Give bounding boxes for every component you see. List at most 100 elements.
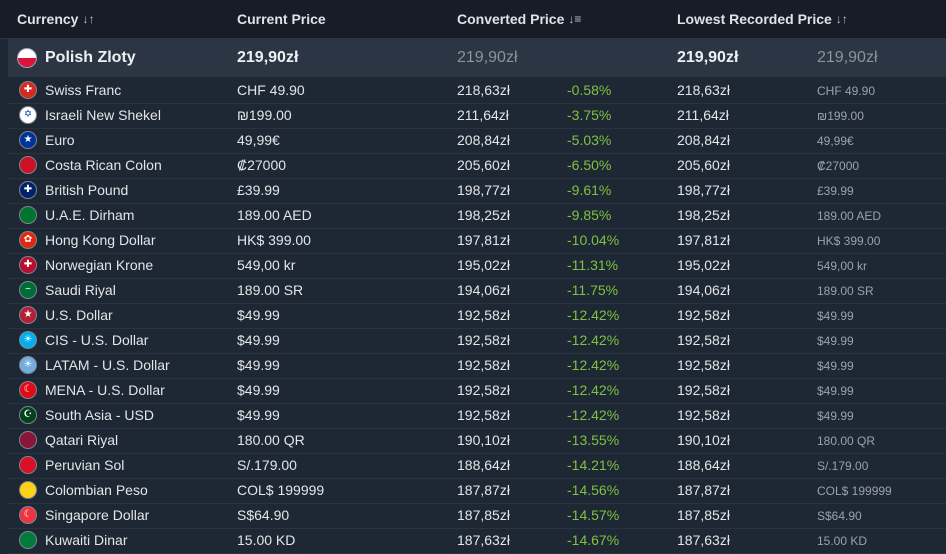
lowest-original-price: COL$ 199999 — [817, 484, 892, 498]
flag-icon: ★ — [19, 306, 37, 324]
lowest-price: 205,60zł — [677, 157, 730, 173]
converted-price: 188,64zł — [457, 457, 510, 473]
price-difference: -11.75% — [567, 282, 619, 298]
table-row[interactable]: Kuwaiti Dinar 15.00 KD 187,63zł -14.67% 187,… — [8, 528, 946, 554]
lowest-price: 208,84zł — [677, 132, 730, 148]
table-row[interactable]: ✿ Hong Kong Dollar HK$ 399.00 197,81zł -10.0… — [8, 228, 946, 254]
table-row[interactable]: ✚ Swiss Franc CHF 49.90 218,63zł -0.58% 218,6… — [8, 78, 946, 104]
converted-price: 198,25zł — [457, 207, 510, 223]
lowest-original-price: S$64.90 — [817, 509, 862, 523]
currency-name: Costa Rican Colon — [45, 157, 162, 173]
flag-icon — [19, 431, 37, 449]
lowest-price: 187,87zł — [677, 482, 730, 498]
header-lowest-recorded-label: Lowest Recorded Price — [677, 11, 832, 27]
flag-icon: ★ — [19, 131, 37, 149]
converted-price: 211,64zł — [457, 107, 509, 123]
flag-icon: ✿ — [19, 231, 37, 249]
lowest-price: 198,25zł — [677, 207, 730, 223]
converted-price: 205,60zł — [457, 157, 510, 173]
header-currency[interactable]: Currency ↓↑ — [17, 11, 94, 27]
currency-name: Qatari Riyal — [45, 432, 119, 448]
converted-price: 192,58zł — [457, 357, 510, 373]
price-difference: -10.04% — [567, 232, 620, 248]
currency-name: South Asia - USD — [45, 407, 154, 423]
featured-current-price: 219,90zł — [237, 49, 299, 66]
flag-icon: ~ — [19, 281, 37, 299]
lowest-original-price: $49.99 — [817, 359, 854, 373]
table-row[interactable]: Qatari Riyal 180.00 QR 190,10zł -13.55% 190,… — [8, 428, 946, 454]
sort-icon[interactable]: ↓↑ — [835, 12, 848, 26]
currency-name: CIS - U.S. Dollar — [45, 332, 149, 348]
converted-price: 190,10zł — [457, 432, 510, 448]
lowest-original-price: $49.99 — [817, 334, 854, 348]
currency-name: Hong Kong Dollar — [45, 232, 156, 248]
poland-flag-icon — [17, 48, 37, 68]
lowest-original-price: 549,00 kr — [817, 259, 868, 273]
currency-name: Colombian Peso — [45, 482, 148, 498]
price-difference: -9.61% — [567, 182, 612, 198]
table-row[interactable]: ✚ British Pound £39.99 198,77zł -9.61% 198,77… — [8, 178, 946, 204]
current-price: ₡27000 — [237, 157, 287, 173]
current-price: 549,00 kr — [237, 257, 296, 273]
header-converted-price-label: Converted Price — [457, 11, 565, 27]
lowest-price: 192,58zł — [677, 382, 730, 398]
converted-price: 194,06zł — [457, 282, 510, 298]
table-row[interactable]: ☀ CIS - U.S. Dollar $49.99 192,58zł -12.42% 1… — [8, 328, 946, 354]
table-row[interactable]: ~ Saudi Riyal 189.00 SR 194,06zł -11.75% 194,… — [8, 278, 946, 304]
table-row[interactable]: ☪ South Asia - USD $49.99 192,58zł -12.42% 19… — [8, 403, 946, 429]
currency-name: Singapore Dollar — [45, 507, 150, 523]
header-current-price-label: Current Price — [237, 11, 326, 27]
converted-price: 187,87zł — [457, 482, 510, 498]
currency-name: Saudi Riyal — [45, 282, 116, 298]
flag-icon: ☪ — [19, 406, 37, 424]
header-lowest-recorded[interactable]: Lowest Recorded Price ↓↑ — [677, 11, 848, 27]
price-difference: -12.42% — [567, 307, 620, 323]
table-row[interactable]: Colombian Peso COL$ 199999 187,87zł -14.56%… — [8, 478, 946, 504]
current-price: $49.99 — [237, 382, 280, 398]
converted-price: 187,85zł — [457, 507, 510, 523]
table-row[interactable]: ✡ Israeli New Shekel ₪199.00 211,64zł -3.75%… — [8, 103, 946, 129]
lowest-price: 187,63zł — [677, 532, 730, 548]
lowest-original-price: 189.00 SR — [817, 284, 874, 298]
current-price: 15.00 KD — [237, 532, 296, 548]
table-row[interactable]: ☾ MENA - U.S. Dollar $49.99 192,58zł -12.42%… — [8, 378, 946, 404]
lowest-original-price: HK$ 399.00 — [817, 234, 881, 248]
converted-price: 197,81zł — [457, 232, 510, 248]
header-converted-price[interactable]: Converted Price ↓≡ — [457, 11, 581, 27]
currency-name: U.S. Dollar — [45, 307, 113, 323]
table-row[interactable]: U.A.E. Dirham 189.00 AED 198,25zł -9.85% 198… — [8, 203, 946, 229]
converted-price: 208,84zł — [457, 132, 510, 148]
table-row[interactable]: ☾ Singapore Dollar S$64.90 187,85zł -14.57% 1… — [8, 503, 946, 529]
sort-icon[interactable]: ↓↑ — [82, 12, 95, 26]
flag-icon — [19, 206, 37, 224]
sort-descending-icon[interactable]: ↓≡ — [568, 12, 582, 26]
table-row[interactable]: ☀ LATAM - U.S. Dollar $49.99 192,58zł -12.42… — [8, 353, 946, 379]
lowest-original-price: 15.00 KD — [817, 534, 868, 548]
price-difference: -14.57% — [567, 507, 620, 523]
table-row[interactable]: ★ U.S. Dollar $49.99 192,58zł -12.42% 192,58z… — [8, 303, 946, 329]
table-row[interactable]: Peruvian Sol S/.179.00 188,64zł -14.21% 188,… — [8, 453, 946, 479]
price-difference: -9.85% — [567, 207, 612, 223]
table-row[interactable]: ✚ Norwegian Krone 549,00 kr 195,02zł -11.31%… — [8, 253, 946, 279]
flag-icon — [19, 481, 37, 499]
featured-row[interactable]: Polish Zloty 219,90zł 219,90zł 219,90zł … — [8, 39, 946, 77]
currency-name: MENA - U.S. Dollar — [45, 382, 165, 398]
table-row[interactable]: Costa Rican Colon ₡27000 205,60zł -6.50% 205… — [8, 153, 946, 179]
current-price: 189.00 SR — [237, 282, 304, 298]
flag-icon: ✡ — [19, 106, 37, 124]
price-difference: -12.42% — [567, 332, 620, 348]
flag-icon: ✚ — [19, 256, 37, 274]
current-price: £39.99 — [237, 182, 280, 198]
current-price: 189.00 AED — [237, 207, 312, 223]
price-difference: -6.50% — [567, 157, 612, 173]
lowest-price: 218,63zł — [677, 82, 730, 98]
lowest-price: 195,02zł — [677, 257, 730, 273]
flag-icon: ✚ — [19, 181, 37, 199]
table-row[interactable]: ★ Euro 49,99€ 208,84zł -5.03% 208,84zł 49,99€ — [8, 128, 946, 154]
price-difference: -13.55% — [567, 432, 620, 448]
flag-icon: ✚ — [19, 81, 37, 99]
price-difference: -5.03% — [567, 132, 612, 148]
flag-icon: ☀ — [19, 356, 37, 374]
currency-name: Swiss Franc — [45, 82, 122, 98]
current-price: $49.99 — [237, 357, 280, 373]
